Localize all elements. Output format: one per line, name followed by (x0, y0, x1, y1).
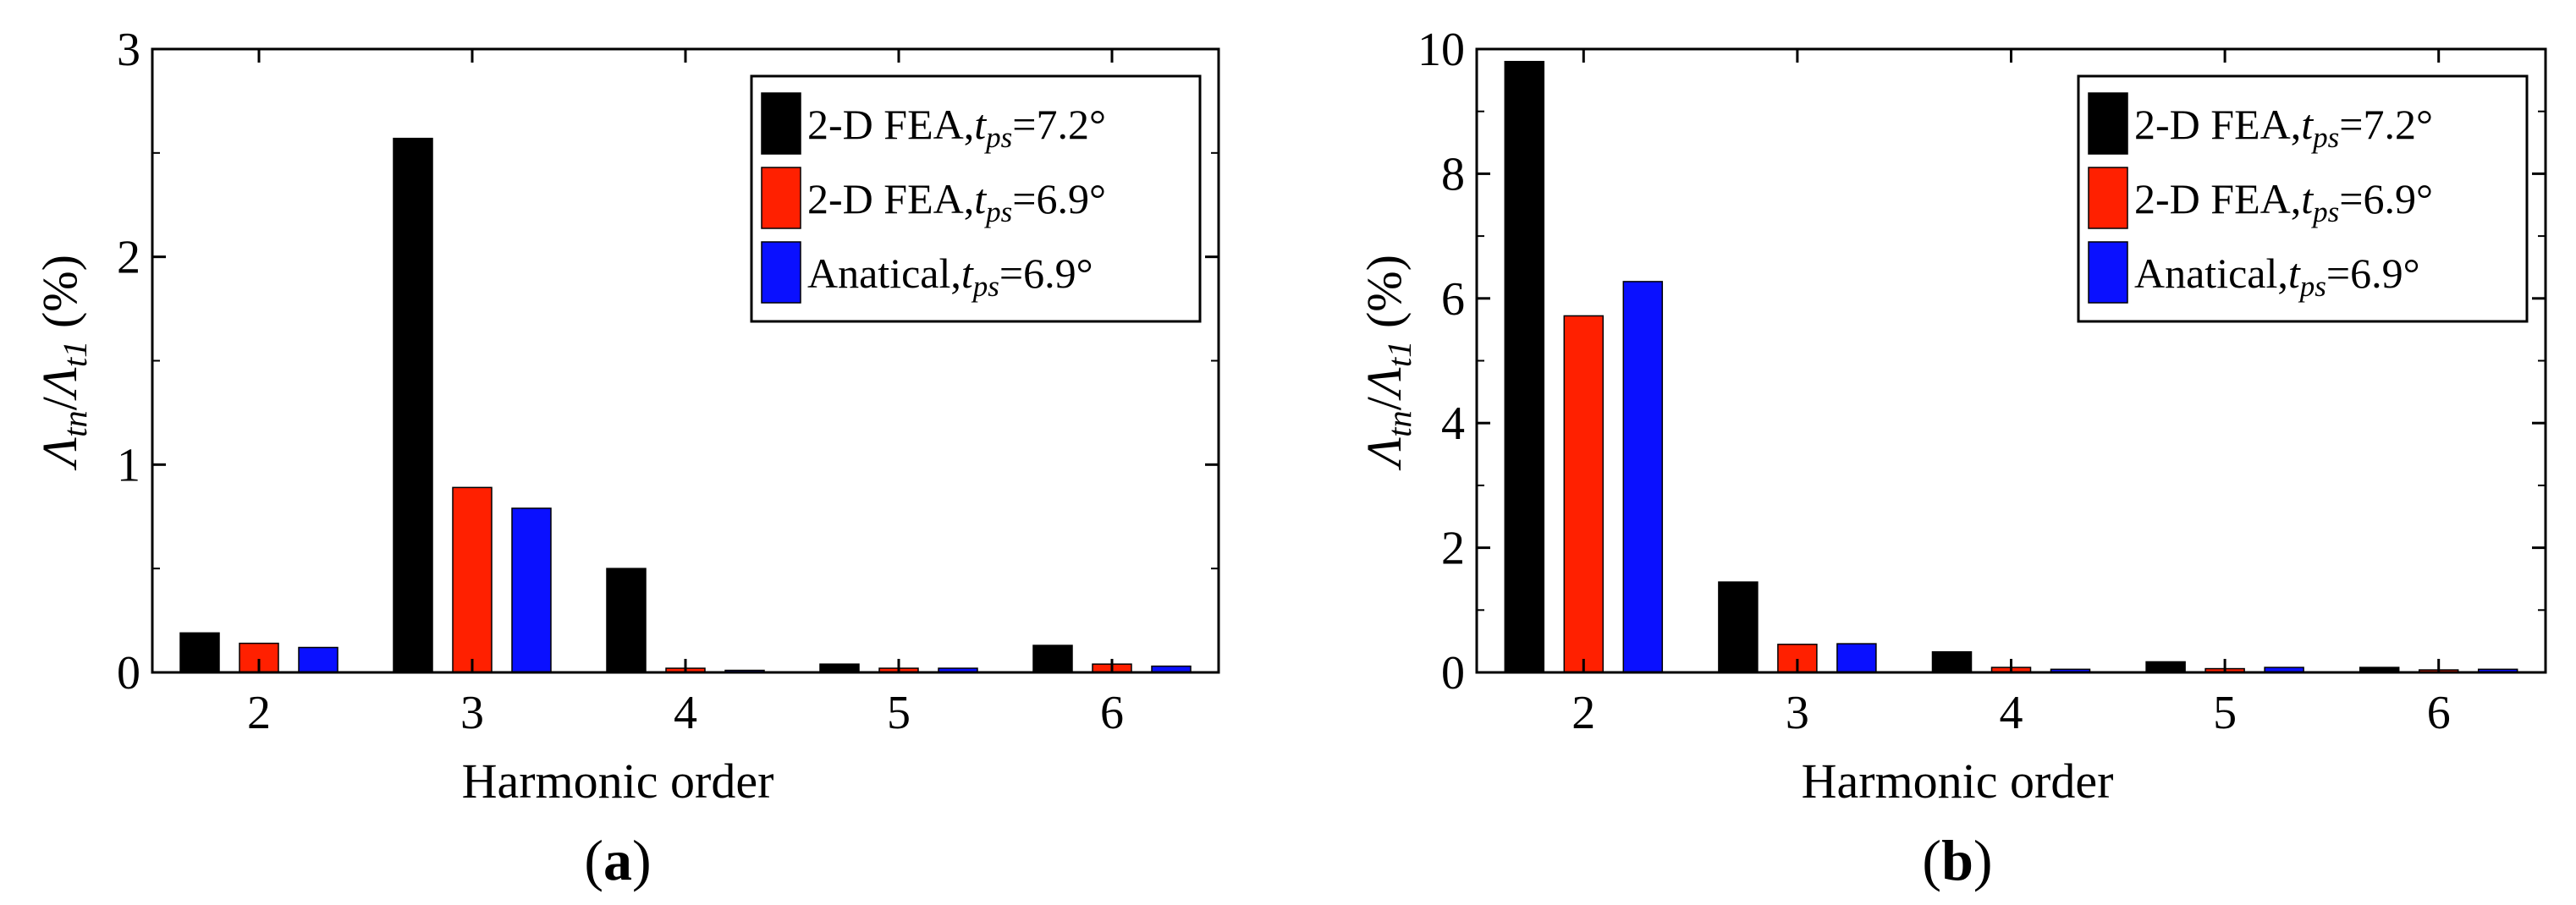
xtick-label-a-4: 4 (674, 687, 697, 739)
legend-label-b-1: 2-D FEA,tps=7.2° (2134, 101, 2433, 154)
ytick-label-b-0: 0 (1441, 647, 1465, 699)
ytick-label-b-10: 10 (1417, 24, 1465, 76)
ytick-label-a-1: 1 (117, 439, 140, 491)
legend-swatch-a-1 (761, 92, 801, 155)
legend-label-b-3: Anatical,tps=6.9° (2134, 250, 2420, 303)
xtick-label-b-2: 2 (1571, 687, 1595, 739)
bar-b-s1-3 (1718, 581, 1759, 673)
bar-b-s1-2 (1504, 60, 1545, 673)
legend-label-a-2: 2-D FEA,tps=6.9° (807, 175, 1106, 228)
xtick-label-b-5: 5 (2213, 687, 2237, 739)
ytick-label-b-2: 2 (1441, 523, 1465, 575)
legend-swatch-b-2 (2088, 167, 2128, 229)
xtick-label-b-6: 6 (2427, 687, 2451, 739)
bar-a-s3-2 (298, 646, 339, 673)
bar-a-s2-2 (239, 642, 279, 673)
y-axis-title-b: Λtn/Λt1 (%) (1357, 255, 1418, 471)
y-axis-title-a: Λtn/Λt1 (%) (32, 255, 94, 471)
legend-swatch-b-1 (2088, 92, 2128, 155)
ytick-label-a-3: 3 (117, 24, 140, 76)
legend-label-b-2: 2-D FEA,tps=6.9° (2134, 175, 2433, 228)
ytick-label-a-2: 2 (117, 232, 140, 284)
bar-a-s1-2 (179, 632, 220, 673)
legend-swatch-b-3 (2088, 241, 2128, 304)
legend-box-a (750, 74, 1202, 323)
bar-a-s1-3 (393, 137, 433, 673)
bar-b-s1-4 (1931, 650, 1973, 673)
bar-b-s1-5 (2145, 661, 2186, 673)
ytick-label-b-6: 6 (1441, 273, 1465, 326)
panel-label-b: (b) (1922, 828, 1992, 892)
panel-label-a: (a) (584, 828, 651, 892)
x-axis-title-b: Harmonic order (1802, 754, 2114, 809)
xtick-label-a-2: 2 (247, 687, 271, 739)
bar-a-s2-3 (452, 486, 493, 673)
ytick-label-b-8: 8 (1441, 148, 1465, 200)
xtick-label-a-3: 3 (460, 687, 484, 739)
bar-b-s3-3 (1836, 643, 1877, 673)
legend-swatch-a-3 (761, 241, 801, 304)
legend-label-a-3: Anatical,tps=6.9° (807, 250, 1093, 303)
bar-a-s1-6 (1032, 644, 1073, 673)
bar-b-s2-2 (1563, 315, 1604, 673)
x-axis-title-a: Harmonic order (462, 754, 774, 809)
legend-swatch-a-2 (761, 167, 801, 229)
xtick-label-b-4: 4 (2000, 687, 2023, 739)
bar-b-s3-2 (1622, 281, 1664, 673)
chart-panel-a: 0 1 2 3 2 3 4 5 6 Harmonic order Λtn/Λt1 (%) 2-D FE… (32, 24, 1220, 892)
ytick-label-a-0: 0 (117, 647, 140, 699)
legend-label-a-1: 2-D FEA,tps=7.2° (807, 101, 1106, 154)
xtick-label-a-5: 5 (887, 687, 911, 739)
ytick-label-b-4: 4 (1441, 398, 1465, 450)
xtick-label-b-3: 3 (1786, 687, 1809, 739)
xtick-label-a-6: 6 (1100, 687, 1124, 739)
bar-a-s1-4 (606, 568, 647, 673)
bar-a-s3-3 (511, 507, 552, 673)
chart-panel-b: 0 2 4 6 8 10 2 3 4 5 6 Harmonic order Λtn/Λt1 (%) 2-D… (1357, 24, 2547, 892)
legend-box-b (2077, 74, 2529, 323)
